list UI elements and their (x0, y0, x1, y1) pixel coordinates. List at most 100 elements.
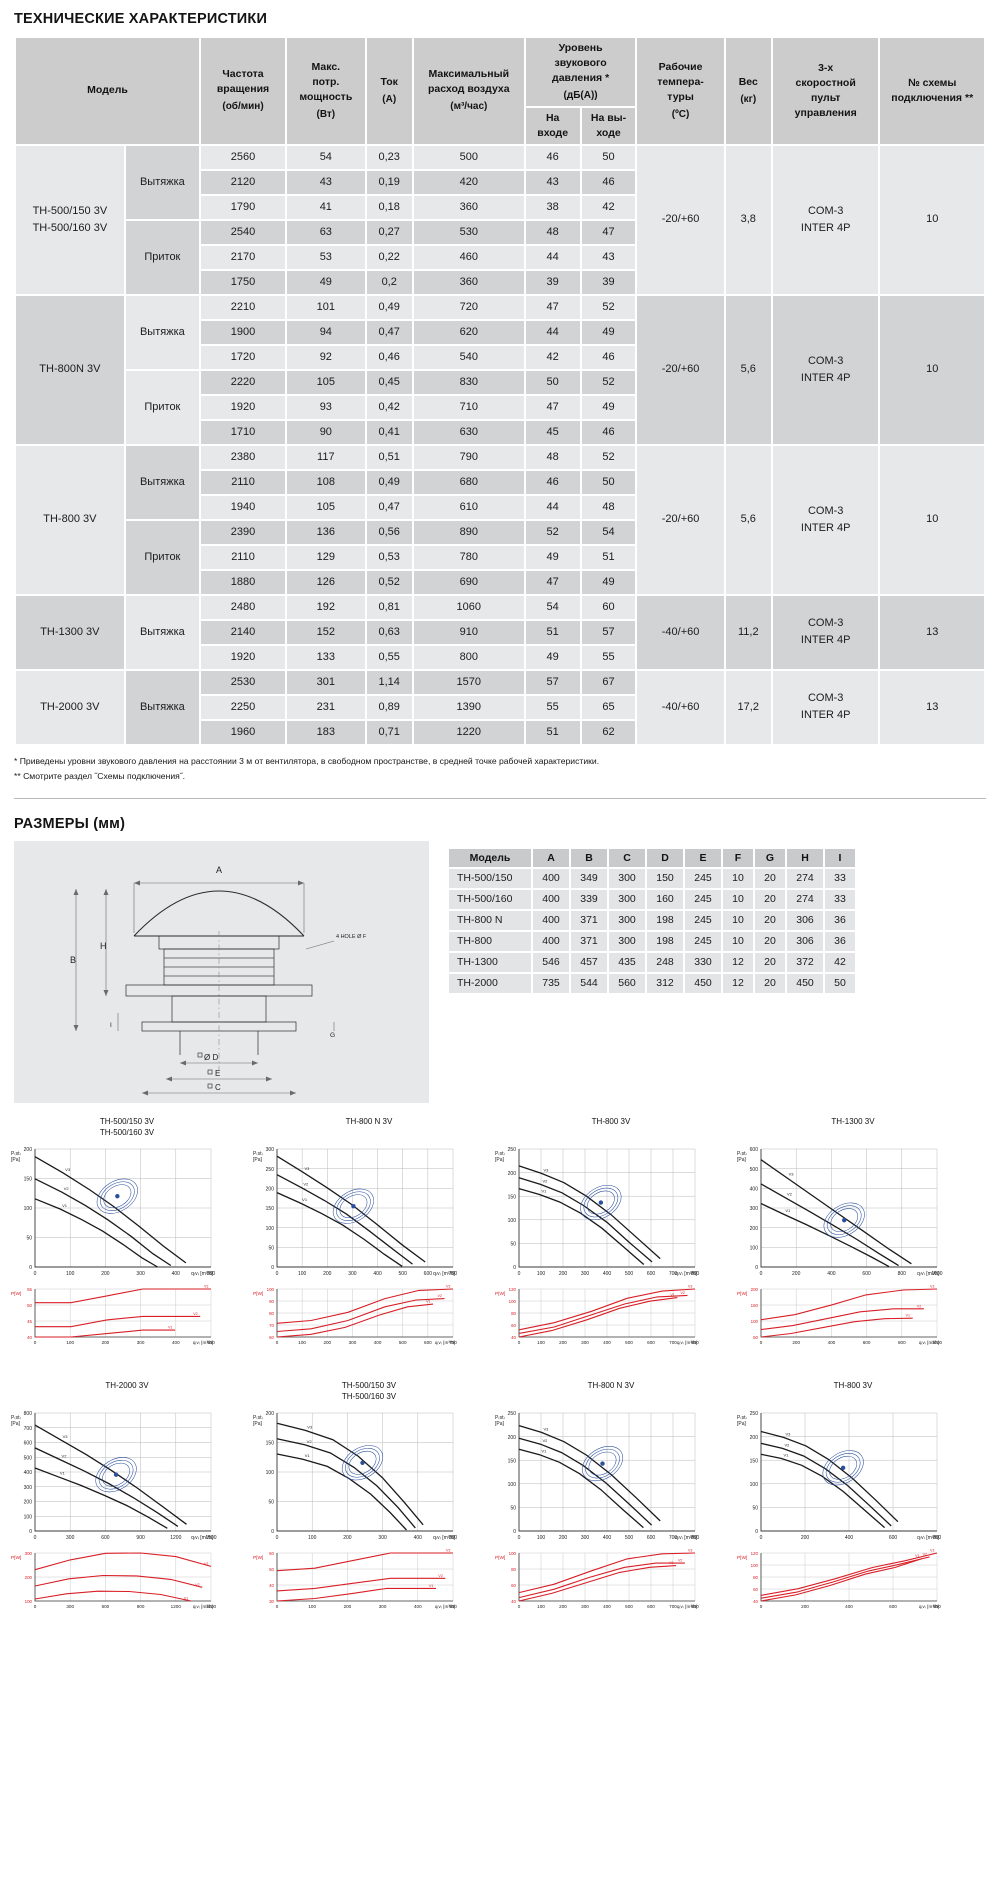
power-x-tick-label: 200 (102, 1340, 110, 1345)
svg-text:V2: V2 (917, 1304, 921, 1308)
dim-label-a: A (216, 865, 222, 875)
power-y-tick-label: 40 (511, 1335, 516, 1340)
pressure-curve-V1 (276, 1191, 403, 1267)
pressure-curve-V2 (760, 1442, 892, 1527)
operating-point-marker (600, 1461, 605, 1466)
chart-card: TH-2000 3V V3 V2 V1 0 100 200 300 400 500 600 700 80… (9, 1381, 245, 1631)
cell-power: 108 (287, 470, 365, 494)
svg-text:V2: V2 (193, 1312, 197, 1316)
y-tick-label: 50 (510, 1505, 516, 1511)
technical-specifications-table: Модель Частота вращения (об/мин) Макс. пот… (14, 36, 986, 746)
cell-rpm: 2170 (201, 245, 286, 269)
power-y-axis-label: P[W] (495, 1555, 505, 1561)
y-tick-label: 100 (750, 1482, 759, 1488)
x-tick-label: 300 (66, 1535, 75, 1541)
cell-rpm: 2250 (201, 695, 286, 719)
y-tick-label: 200 (266, 1186, 275, 1192)
cell-out: 49 (581, 395, 636, 419)
power-x-axis-label: q₍v₎ [m³/h] (677, 1340, 697, 1345)
x-tick-label: 0 (518, 1535, 521, 1541)
chart-title: TH-800 3V (833, 1380, 873, 1390)
power-y-tick-label: 70 (269, 1323, 274, 1328)
power-x-tick-label: 600 (889, 1604, 897, 1609)
cell-out: 67 (581, 670, 636, 694)
operating-point-marker (115, 1193, 120, 1199)
svg-text:V1: V1 (669, 1561, 673, 1565)
cell-out: 52 (581, 295, 636, 319)
table-row: TH-2000 735 544 560 312 450 12 20 450 50 (449, 973, 855, 993)
x-tick-label: 0 (276, 1535, 279, 1541)
dim-cell-c: 560 (609, 973, 645, 993)
x-tick-label: 200 (559, 1271, 568, 1277)
spec-table-head: Модель Частота вращения (об/мин) Макс. пот… (16, 38, 984, 144)
x-tick-label: 600 (647, 1271, 656, 1277)
power-x-tick-label: 1500 (206, 1604, 217, 1609)
cell-out: 52 (581, 370, 636, 394)
y-tick-label: 100 (508, 1482, 517, 1488)
dim-cell-a: 400 (533, 931, 569, 951)
table-row: 1710 90 0,41 630 45 46 (16, 420, 984, 444)
x-tick-label: 0 (760, 1535, 763, 1541)
dim-cell-i: 33 (825, 889, 855, 909)
y-axis-label: P₍st₎ (253, 1151, 263, 1157)
wiring-scheme-cell: 10 (880, 295, 984, 444)
cell-power: 49 (287, 270, 365, 294)
svg-text:V1: V1 (184, 1596, 188, 1600)
spec-header-row-1: Модель Частота вращения (об/мин) Макс. пот… (16, 38, 984, 144)
cell-in: 55 (525, 695, 580, 719)
dim-cell-h: 306 (787, 931, 823, 951)
y-axis-label: P₍st₎ (495, 1151, 505, 1157)
power-x-tick-label: 800 (933, 1604, 941, 1609)
cell-current: 0,49 (366, 295, 412, 319)
cell-in: 44 (525, 245, 580, 269)
y-tick-label: 0 (29, 1265, 32, 1271)
cell-in: 44 (525, 495, 580, 519)
chart-card: TH-800 N 3V V3 V2 V1 0 50 100 150 200 250 300 0 100 2… (251, 1117, 487, 1367)
power-x-tick-label: 0 (518, 1604, 521, 1609)
power-curve-V2 (760, 1556, 930, 1599)
y-tick-label: 100 (24, 1206, 33, 1212)
svg-text:V1: V1 (906, 1313, 910, 1317)
cell-rpm: 2560 (201, 145, 286, 169)
wiring-scheme-cell: 10 (880, 145, 984, 294)
y-tick-label: 300 (24, 1485, 33, 1491)
operating-point-marker (113, 1472, 119, 1477)
dim-label-d: Ø D (204, 1053, 218, 1062)
cell-out: 60 (581, 595, 636, 619)
cell-out: 65 (581, 695, 636, 719)
cell-out: 62 (581, 720, 636, 744)
cell-in: 48 (525, 445, 580, 469)
cell-rpm: 2120 (201, 170, 286, 194)
cell-rpm: 1880 (201, 570, 286, 594)
model-cell: TH-800N 3V (16, 295, 124, 444)
power-curve-V2 (34, 1574, 203, 1588)
cell-rpm: 2540 (201, 220, 286, 244)
cell-airflow: 610 (413, 495, 524, 519)
x-tick-label: 1500 (205, 1535, 216, 1541)
spec-sheet-page: ТЕХНИЧЕСКИЕ ХАРАКТЕРИСТИКИ Модель Частот… (9, 11, 986, 1631)
efficiency-curves (822, 1450, 864, 1486)
power-x-tick-label: 300 (379, 1604, 387, 1609)
efficiency-curves (95, 1456, 137, 1492)
power-y-tick-label: 55 (27, 1287, 32, 1292)
dim-cell-c: 300 (609, 931, 645, 951)
model-cell: TH-500/150 3V TH-500/160 3V (16, 145, 124, 294)
cell-airflow: 1060 (413, 595, 524, 619)
y-tick-label: 200 (508, 1435, 517, 1441)
power-x-tick-label: 0 (34, 1340, 37, 1345)
cell-rpm: 1940 (201, 495, 286, 519)
dim-cell-h: 372 (787, 952, 823, 972)
dim-cell-b: 371 (571, 910, 607, 930)
dim-cell-d: 198 (647, 910, 683, 930)
table-row: 2140 152 0,63 910 51 57 (16, 620, 984, 644)
svg-text:V1: V1 (305, 1453, 311, 1458)
x-tick-label: 800 (898, 1271, 907, 1277)
power-x-tick-label: 800 (691, 1340, 699, 1345)
power-x-tick-label: 500 (449, 1604, 457, 1609)
y-tick-label: 200 (24, 1147, 33, 1153)
dimensions-table-holder: Модель A B C D E F G H I TH-500/150 400 349 300 150 24… (429, 841, 986, 995)
power-y-tick-label: 50 (753, 1335, 758, 1340)
dim-cell-f: 10 (723, 868, 753, 888)
y-tick-label: 0 (513, 1529, 516, 1535)
